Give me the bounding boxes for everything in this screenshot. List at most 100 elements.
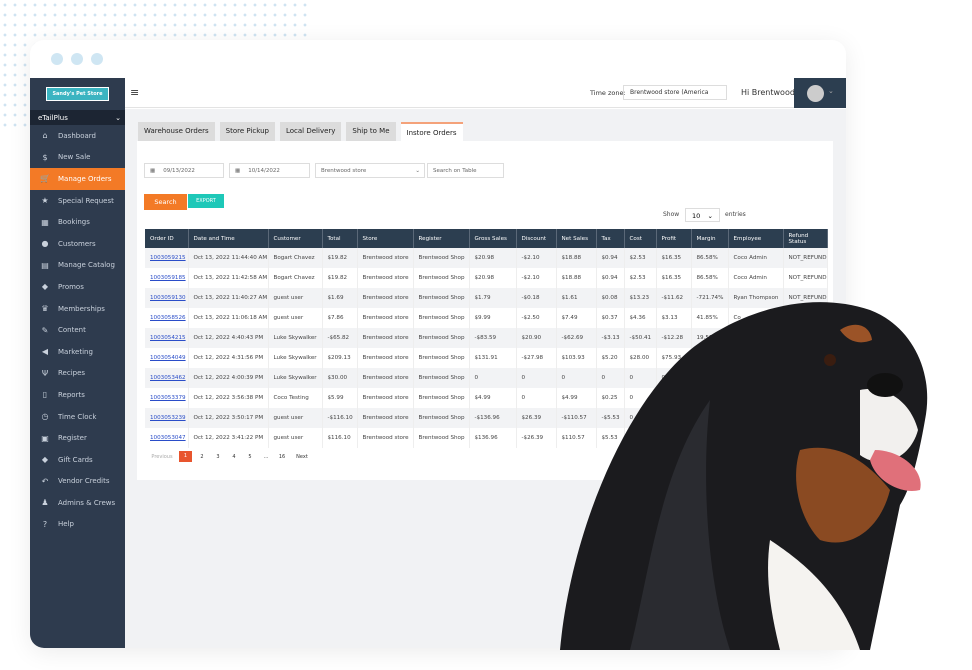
next-button[interactable]: Next [296,453,308,460]
page-button[interactable]: 16 [278,453,286,460]
to-date-value: 10/14/2022 [248,167,280,174]
tab-store-pickup[interactable]: Store Pickup [219,122,275,141]
user-menu[interactable]: ⌄ [794,78,846,108]
order-id-link[interactable]: 1003059130 [150,295,186,301]
column-header[interactable]: Store [357,229,414,248]
sidebar-item-customers[interactable]: ● Customers [30,233,125,255]
sidebar-item-recipes[interactable]: Ψ Recipes [30,363,125,385]
table-cell: Brentwood store [357,328,414,348]
column-header[interactable]: Profit [656,229,692,248]
table-cell: -$50.41 [624,328,657,348]
tag-icon: ◆ [41,282,49,292]
calendar-icon: ▦ [41,217,49,227]
sidebar-item-content[interactable]: ✎ Content [30,319,125,341]
page-button[interactable]: 1 [179,451,192,462]
sidebar-item-marketing[interactable]: ◀ Marketing [30,341,125,363]
tab-warehouse-orders[interactable]: Warehouse Orders [138,122,215,141]
top-bar: ≡ Time zone: Brentwood store (America Hi… [125,78,846,108]
table-cell: 1003054049 [145,348,189,368]
sidebar-item-label: Special Request [58,196,114,205]
page-button[interactable]: 5 [248,453,252,460]
table-cell: $5.99 [322,388,358,408]
table-row: 1003059185 Oct 13, 2022 11:42:58 AM Bogart… [145,268,828,288]
table-cell: 41.85% [691,308,729,328]
sidebar-item-dashboard[interactable]: ⌂ Dashboard [30,125,125,147]
order-id-link[interactable]: 1003054049 [150,355,186,361]
sidebar-item-label: Dashboard [58,131,96,140]
sidebar-item-label: Customers [58,239,96,248]
order-id-link[interactable]: 1003053379 [150,395,186,401]
tab-ship-to-me[interactable]: Ship to Me [346,122,396,141]
table-cell: -$2.10 [516,268,557,288]
table-row: 1003059130 Oct 13, 2022 11:40:27 AM guest … [145,288,828,308]
sidebar-item-manage-catalog[interactable]: ▤ Manage Catalog [30,255,125,277]
column-header[interactable]: Tax [596,229,625,248]
from-date-input[interactable]: ▦ 09/13/2022 [144,163,224,178]
sidebar-item-special-request[interactable]: ★ Special Request [30,190,125,212]
table-cell: 1003059185 [145,268,189,288]
column-header[interactable]: Cost [624,229,657,248]
user-icon: ● [41,239,49,249]
page-button[interactable]: 2 [200,453,204,460]
to-date-input[interactable]: ▦ 10/14/2022 [229,163,310,178]
column-header[interactable]: Total [322,229,358,248]
order-id-link[interactable]: 1003059185 [150,275,186,281]
sidebar-item-new-sale[interactable]: $ New Sale [30,147,125,169]
column-header[interactable]: Register [413,229,470,248]
column-header[interactable]: Net Sales [556,229,597,248]
column-header[interactable]: Employee [728,229,784,248]
sidebar-item-vendor-credits[interactable]: ↶ Vendor Credits [30,471,125,493]
entries-select[interactable]: 10 ⌄ [685,208,720,222]
export-button[interactable]: EXPORT [188,194,224,208]
column-header[interactable]: Date and Time [188,229,269,248]
page-button[interactable]: 3 [216,453,220,460]
column-header[interactable]: Order ID [145,229,189,248]
sidebar-item-bookings[interactable]: ▦ Bookings [30,211,125,233]
order-id-link[interactable]: 1003053462 [150,375,186,381]
timezone-select[interactable]: Brentwood store (America [623,85,727,100]
table-cell: -$65.82 [322,328,358,348]
sidebar-item-promos[interactable]: ◆ Promos [30,276,125,298]
table-cell: Luke Skywalker [268,328,323,348]
column-header[interactable]: Discount [516,229,557,248]
store-select[interactable]: Brentwood store ⌄ [315,163,425,178]
sidebar-item-memberships[interactable]: ♛ Memberships [30,298,125,320]
sidebar-item-time-clock[interactable]: ◷ Time Clock [30,406,125,428]
sidebar-item-gift-cards[interactable]: ◆ Gift Cards [30,449,125,471]
sidebar-item-manage-orders[interactable]: 🛒 Manage Orders [30,168,125,190]
table-cell: $2.53 [624,268,657,288]
table-cell: Ryan Thompson [728,288,784,308]
page-button[interactable]: 4 [232,453,236,460]
search-button[interactable]: Search [144,194,187,210]
order-id-link[interactable]: 1003054215 [150,335,186,341]
order-id-link[interactable]: 1003053047 [150,435,186,441]
store-logo[interactable]: Sandy's Pet Store [30,78,125,110]
order-id-link[interactable]: 1003058526 [150,315,186,321]
previous-button[interactable]: Previous [151,453,173,460]
order-id-link[interactable]: 1003053239 [150,415,186,421]
column-header[interactable]: Refund Status [783,229,828,248]
table-search-input[interactable]: Search on Table [427,163,504,178]
table-cell: Oct 13, 2022 11:06:18 AM [188,308,269,328]
table-cell: guest user [268,408,323,428]
table-cell: -721.74% [691,288,729,308]
sidebar-item-label: Register [58,434,87,443]
column-header[interactable]: Margin [691,229,729,248]
sidebar-item-reports[interactable]: ▯ Reports [30,384,125,406]
hamburger-menu-icon[interactable]: ≡ [130,86,140,99]
tab-local-delivery[interactable]: Local Delivery [279,122,342,141]
brand-selector[interactable]: eTailPlus ⌄ [30,110,125,125]
sidebar-item-label: Help [58,520,74,529]
table-cell: 0 [516,388,557,408]
column-header[interactable]: Customer [268,229,323,248]
table-cell: $19.82 [322,248,358,268]
sidebar-item-admins-crews[interactable]: ♟ Admins & Crews [30,492,125,514]
sidebar-item-help[interactable]: ? Help [30,514,125,536]
sidebar-item-register[interactable]: ▣ Register [30,427,125,449]
column-header[interactable]: Gross Sales [469,229,517,248]
tab-instore-orders[interactable]: Instore Orders [400,122,463,141]
order-id-link[interactable]: 1003059215 [150,255,186,261]
table-cell: -$83.59 [469,328,517,348]
show-label: Show [663,211,680,218]
table-cell: $9.99 [469,308,517,328]
